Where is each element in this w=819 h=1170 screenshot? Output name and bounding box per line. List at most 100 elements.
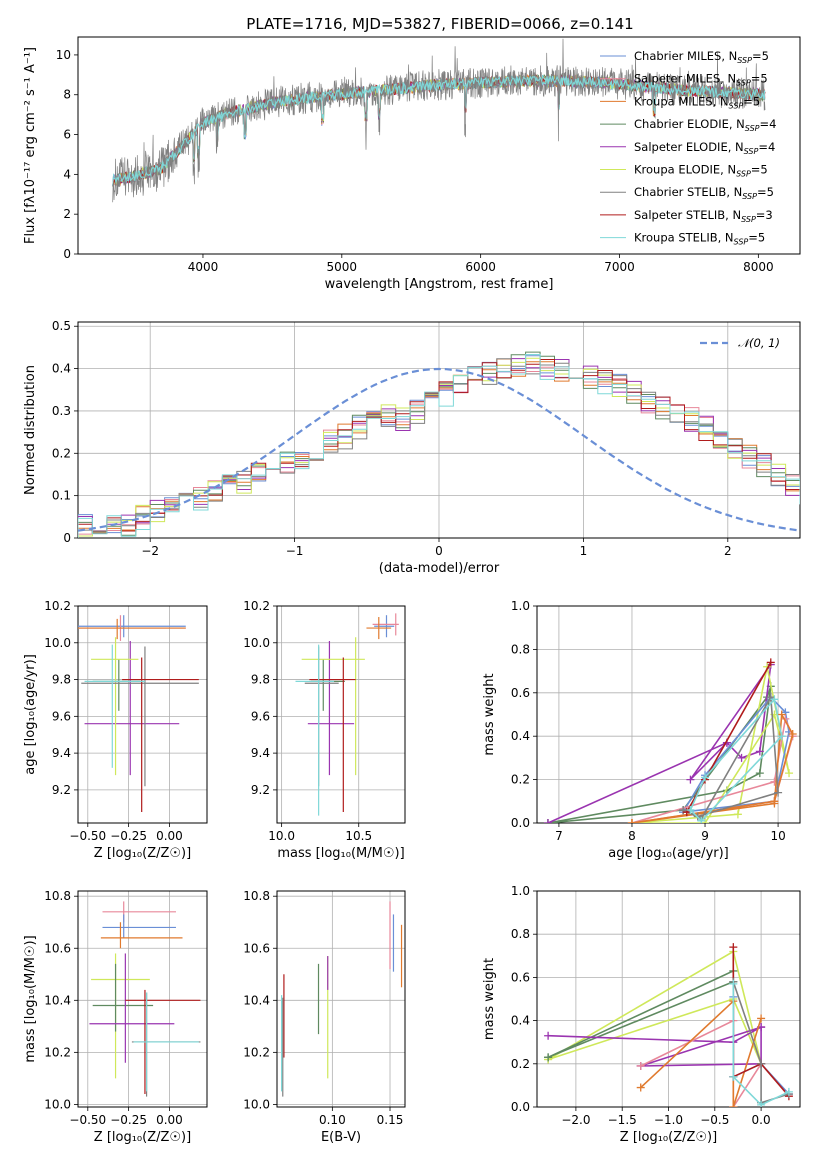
x-tick-label: −0.5 (700, 1113, 729, 1127)
y-axis-label: Flux [fλ10⁻¹⁷ erg cm⁻² s⁻¹ A⁻¹] (23, 47, 38, 244)
weight-marker (737, 753, 746, 762)
legend-label-count: =4 (758, 140, 775, 154)
y-tick-label: 10.2 (44, 599, 71, 613)
legend-label-count: =5 (751, 163, 768, 177)
legend-label-main: Kroupa ELODIE, N (634, 163, 736, 177)
x-tick-label: 10.5 (345, 829, 372, 843)
residual-histogram (78, 359, 800, 538)
weight-marker (785, 769, 794, 778)
residual-histogram (78, 354, 800, 538)
axes-frame (536, 890, 801, 1108)
axes-frame (276, 890, 406, 1108)
x-tick-label: 8 (628, 829, 636, 843)
y-tick-label: 10.6 (243, 941, 270, 955)
x-axis-label: Z [log₁₀(Z/Z☉)] (94, 1130, 191, 1145)
weight-marker (636, 1083, 645, 1092)
x-tick-label: −0.50 (69, 1113, 106, 1127)
legend-label: Salpeter STELIB, NSSP=3 (634, 208, 773, 224)
legend-label: Kroupa MILES, NSSP=5 (634, 94, 760, 110)
x-axis-label: E(B-V) (321, 1130, 361, 1145)
residual-histogram (78, 357, 800, 538)
legend-label-count: =5 (752, 49, 769, 63)
x-axis-label: wavelength [Angstrom, rest frame] (325, 277, 554, 292)
y-tick-label: 0.1 (52, 489, 71, 503)
legend-label-count: =5 (743, 94, 760, 108)
residual-histogram (78, 355, 800, 538)
weight-marker (544, 1053, 553, 1062)
legend-label-main: Salpeter MILES, N (634, 72, 736, 86)
x-axis-label: Z [log₁₀(Z/Z☉)] (620, 1130, 717, 1145)
x-tick-label: 0.0 (752, 1113, 771, 1127)
weight-marker (729, 943, 738, 952)
axes-frame (77, 605, 208, 824)
weight-line (732, 983, 790, 1106)
weight-marker (777, 710, 786, 719)
axes-frame (276, 605, 406, 824)
weight-marker (755, 747, 764, 756)
x-tick-label: 0.00 (156, 1113, 183, 1127)
y-tick-label: 0.8 (511, 642, 530, 656)
y-axis-label: mass weight (482, 958, 497, 1040)
y-tick-label: 1.0 (511, 599, 530, 613)
y-axis-label: Normed distribution (23, 365, 38, 495)
residual-histogram (78, 358, 800, 538)
weight-line (548, 1026, 762, 1067)
weight-line (631, 711, 794, 823)
legend-label-subscript: SSP (736, 170, 751, 179)
legend-label: 𝒩(0, 1) (738, 336, 780, 350)
mass-vs-ebv-panel: 0.10 0.15 10.0 10.2 10.4 10.6 10.8 E(B-V) (243, 889, 406, 1145)
x-tick-label: −1.5 (608, 1113, 637, 1127)
y-axis-label: age [log₁₀(age/yr)] (23, 654, 38, 775)
legend-label: Chabrier ELODIE, NSSP=4 (634, 117, 776, 133)
legend-label-main: Salpeter ELODIE, N (634, 140, 744, 154)
axes-frame (77, 890, 208, 1108)
weight-marker (636, 1061, 645, 1070)
x-tick-label: 9 (701, 829, 709, 843)
age-vs-mass-panel: 10.0 10.5 9.2 9.4 9.6 9.8 10.0 10.2 mass [log₁₀(… (243, 599, 406, 861)
weight-marker (729, 1103, 738, 1107)
x-tick-label: 2 (724, 544, 732, 558)
weight-marker (766, 658, 775, 667)
y-tick-label: 10.2 (243, 599, 270, 613)
y-tick-label: 0.0 (511, 816, 530, 830)
weight-vs-Z-panel: −2.0 −1.5 −1.0 −0.5 0.0 0.0 0.2 0.4 0.6 0.8 1.0 Z [… (482, 884, 801, 1145)
x-tick-label: 7000 (604, 260, 635, 274)
weight-marker (701, 773, 710, 782)
weight-marker (544, 1031, 553, 1040)
y-tick-label: 9.2 (251, 783, 270, 797)
y-tick-label: 9.4 (52, 746, 71, 760)
residual-histogram (78, 364, 800, 538)
residual-histogram (78, 358, 800, 538)
legend-label: Kroupa ELODIE, NSSP=5 (634, 163, 768, 179)
weight-marker (774, 788, 783, 797)
model-spectrum-line (112, 75, 766, 184)
y-tick-label: 10.8 (44, 889, 71, 903)
y-tick-label: 10 (56, 48, 71, 62)
y-tick-label: 4 (63, 167, 71, 181)
legend-label: Kroupa STELIB, NSSP=5 (634, 231, 765, 247)
x-tick-label: −2 (141, 544, 159, 558)
figure-title: PLATE=1716, MJD=53827, FIBERID=0066, z=0… (246, 15, 633, 33)
y-tick-label: 0 (63, 531, 71, 545)
x-tick-label: −1 (286, 544, 304, 558)
weight-marker (733, 810, 742, 819)
x-tick-label: 6000 (465, 260, 496, 274)
legend-label-subscript: SSP (729, 101, 744, 110)
legend-label-main: Chabrier ELODIE, N (634, 117, 745, 131)
weight-line (547, 664, 772, 823)
y-tick-label: 9.8 (251, 673, 270, 687)
legend-label: Chabrier STELIB, NSSP=5 (634, 185, 774, 201)
x-tick-label: 8000 (743, 260, 774, 274)
y-tick-label: 2 (63, 207, 71, 221)
observed-spectrum-line (112, 38, 766, 203)
weight-marker (770, 695, 779, 704)
legend-label-subscript: SSP (736, 79, 751, 88)
y-tick-label: 0.8 (511, 927, 530, 941)
x-axis-label: Z [log₁₀(Z/Z☉)] (94, 846, 191, 861)
legend-label: Salpeter ELODIE, NSSP=4 (634, 140, 775, 156)
y-tick-label: 9.6 (251, 709, 270, 723)
y-tick-label: 9.6 (52, 709, 71, 723)
x-tick-label: −0.50 (69, 829, 106, 843)
